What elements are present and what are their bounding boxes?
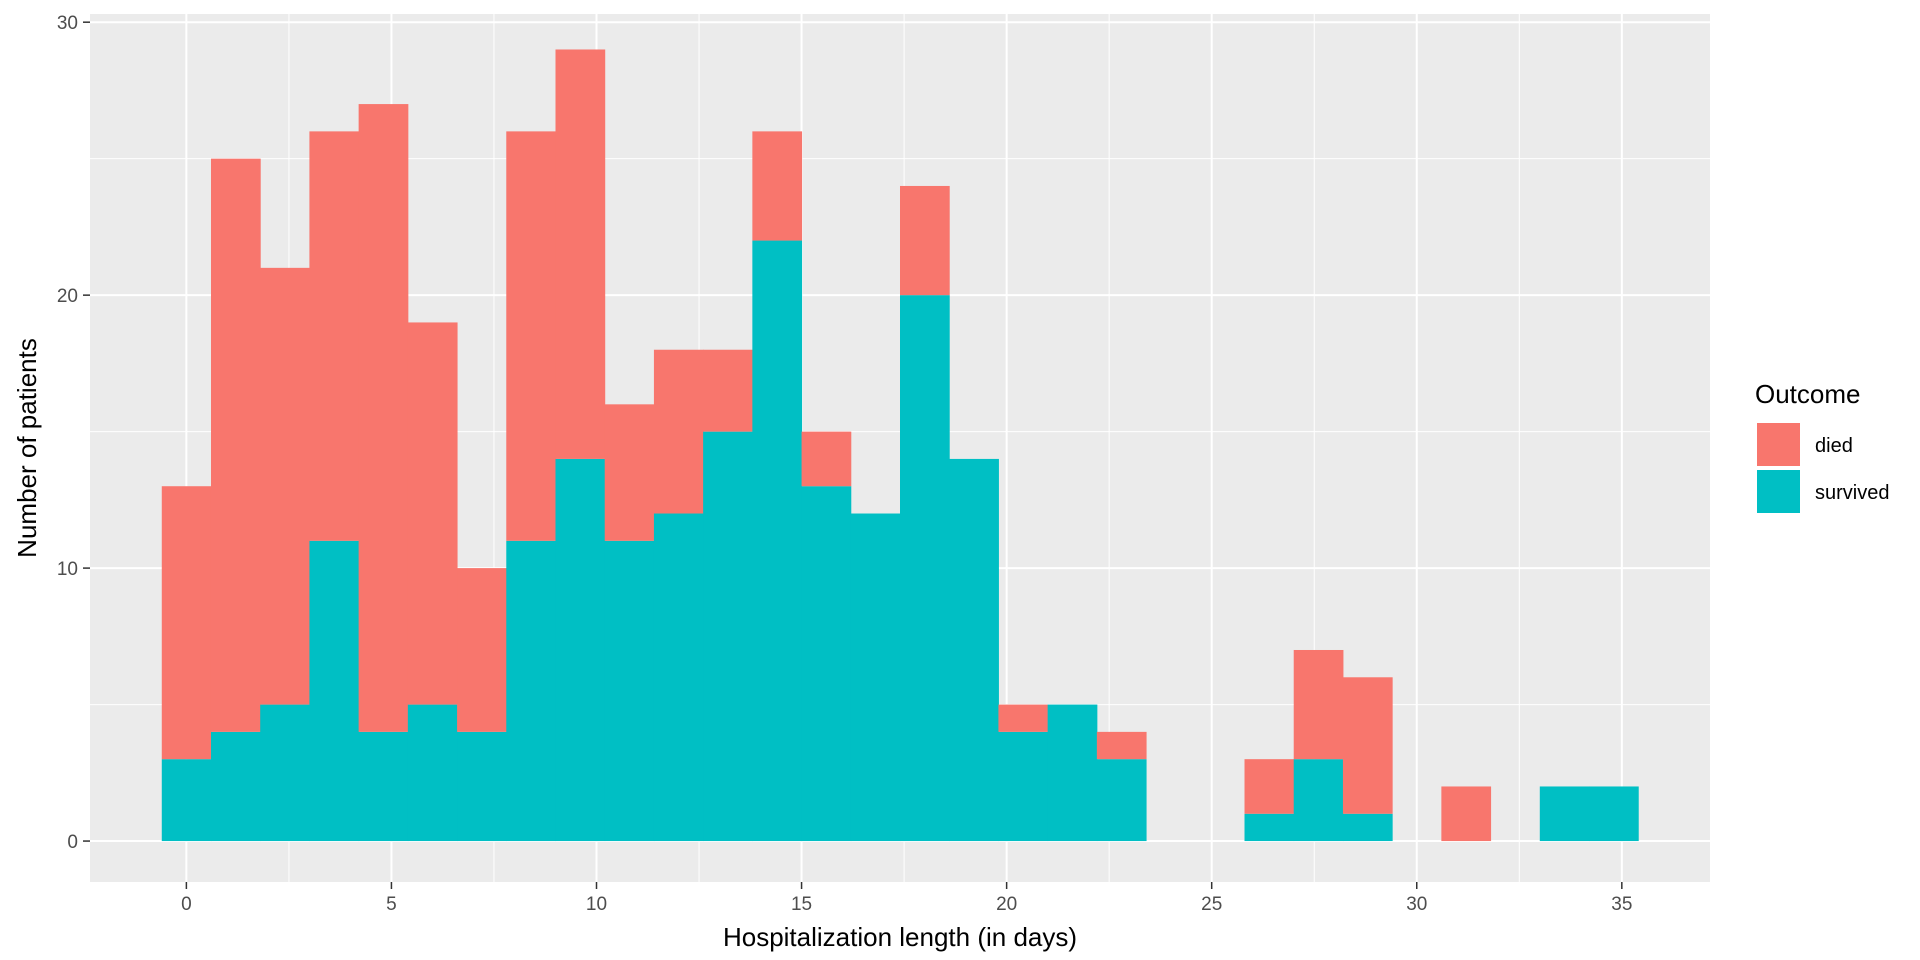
bar-died bbox=[1096, 731, 1147, 760]
bar-died bbox=[407, 322, 458, 705]
legend-title: Outcome bbox=[1755, 379, 1861, 409]
x-axis: 0 5 10 15 20 25 30 35 bbox=[181, 882, 1632, 915]
bar-died bbox=[309, 131, 360, 541]
bar-died bbox=[457, 568, 507, 732]
bar-died bbox=[900, 185, 950, 296]
x-tick-label: 0 bbox=[181, 894, 192, 915]
bar-died bbox=[1342, 677, 1393, 814]
bar-survived bbox=[900, 295, 950, 842]
bar-survived bbox=[1244, 813, 1295, 842]
bar-survived bbox=[1589, 786, 1639, 842]
bar-survived bbox=[1293, 759, 1344, 842]
bar-survived bbox=[752, 240, 803, 842]
bar-survived bbox=[506, 540, 556, 842]
bar-died bbox=[998, 704, 1049, 732]
legend-key-died bbox=[1757, 423, 1800, 466]
bar-survived bbox=[161, 759, 212, 842]
x-tick-label: 30 bbox=[1406, 894, 1427, 915]
bar-died bbox=[703, 349, 753, 432]
bar-died bbox=[358, 104, 409, 732]
legend-label-survived: survived bbox=[1815, 482, 1889, 504]
bar-survived bbox=[210, 731, 261, 842]
x-tick-label: 35 bbox=[1611, 894, 1632, 915]
bar-died bbox=[161, 486, 212, 760]
bar-survived bbox=[260, 704, 310, 842]
y-tick-label: 0 bbox=[67, 832, 78, 853]
bar-died bbox=[506, 131, 556, 541]
bar-survived bbox=[703, 431, 753, 842]
bar-survived bbox=[407, 704, 458, 842]
bar-died bbox=[260, 267, 310, 705]
bar-died bbox=[555, 49, 606, 459]
y-tick-label: 20 bbox=[57, 286, 78, 307]
bar-survived bbox=[801, 486, 852, 842]
bar-survived bbox=[850, 513, 901, 842]
bar-survived bbox=[1342, 813, 1393, 842]
legend-key-survived bbox=[1757, 470, 1800, 513]
bar-died bbox=[604, 404, 655, 541]
y-tick-label: 10 bbox=[57, 559, 78, 580]
bar-died bbox=[210, 158, 261, 732]
bar-died bbox=[752, 131, 803, 241]
x-tick-label: 25 bbox=[1201, 894, 1222, 915]
bar-survived bbox=[1539, 786, 1590, 842]
bar-died bbox=[1244, 759, 1295, 814]
bar-died bbox=[1441, 786, 1492, 842]
x-tick-label: 5 bbox=[386, 894, 397, 915]
x-tick-label: 15 bbox=[791, 894, 812, 915]
bar-died bbox=[801, 431, 852, 487]
legend-label-died: died bbox=[1815, 435, 1853, 457]
bar-survived bbox=[653, 513, 704, 842]
y-axis: 0 10 20 30 bbox=[57, 13, 90, 853]
bar-survived bbox=[604, 540, 655, 842]
bar-survived bbox=[998, 731, 1049, 842]
x-tick-label: 10 bbox=[586, 894, 607, 915]
y-tick-label: 30 bbox=[57, 13, 78, 34]
bar-survived bbox=[309, 540, 360, 842]
bar-survived bbox=[457, 731, 507, 842]
bar-survived bbox=[1047, 704, 1098, 842]
bar-survived bbox=[358, 731, 409, 842]
y-axis-title: Number of patients bbox=[12, 338, 42, 558]
bar-survived bbox=[1096, 759, 1147, 842]
x-tick-label: 20 bbox=[996, 894, 1017, 915]
legend: Outcome died survived bbox=[1755, 379, 1889, 513]
bar-died bbox=[653, 349, 704, 514]
bars bbox=[161, 49, 1639, 842]
bar-survived bbox=[949, 458, 999, 842]
x-axis-title: Hospitalization length (in days) bbox=[723, 922, 1077, 952]
bar-died bbox=[1293, 649, 1344, 760]
bar-survived bbox=[555, 458, 606, 842]
